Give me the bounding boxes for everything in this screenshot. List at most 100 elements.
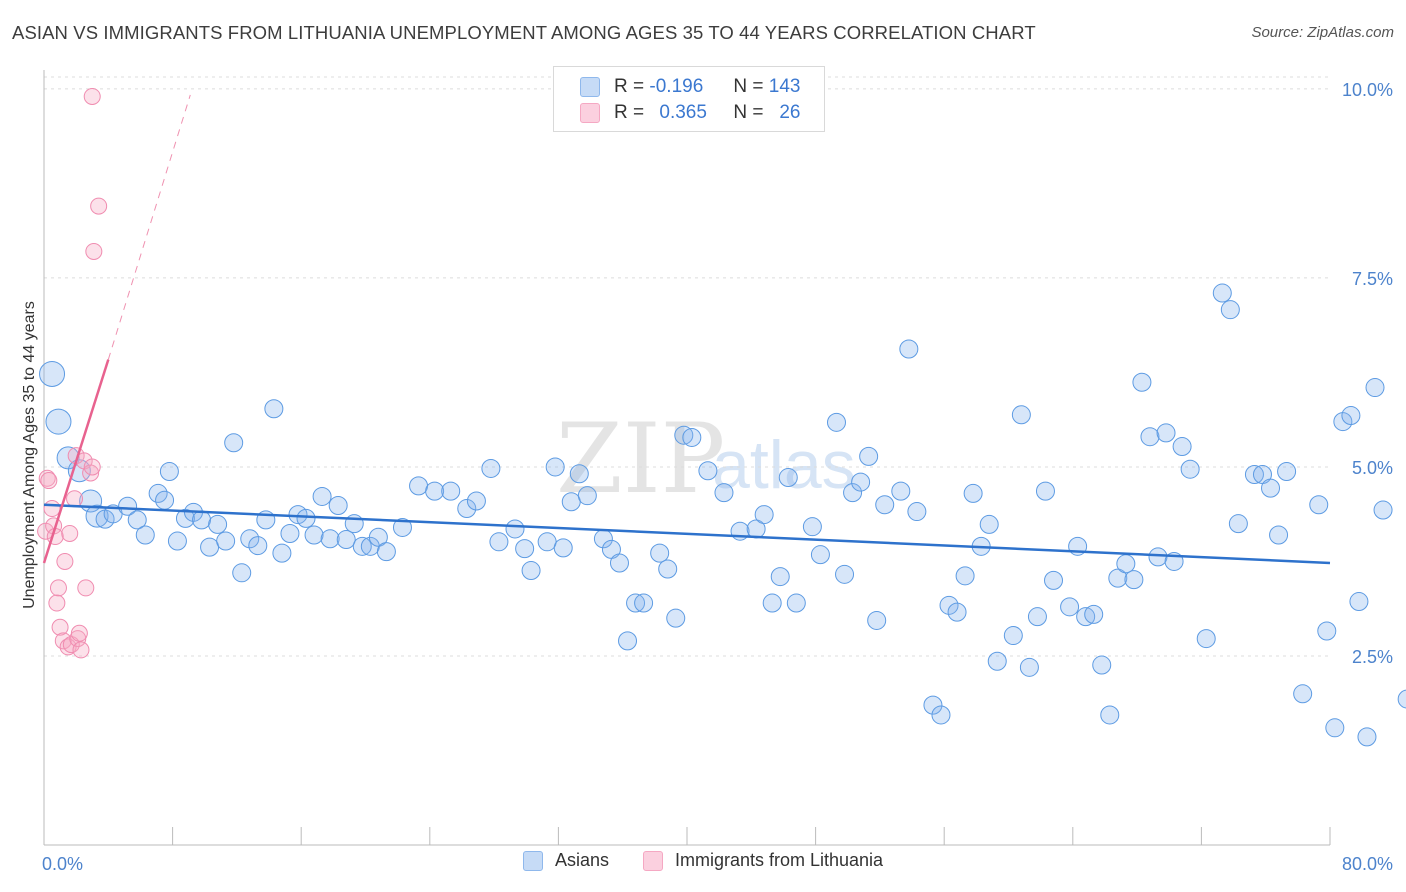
x-tick-label: 80.0% xyxy=(1342,854,1393,874)
point-asians xyxy=(505,519,525,539)
point-asians xyxy=(1325,718,1345,738)
point-asians xyxy=(1261,478,1281,498)
point-lithuania xyxy=(90,197,108,215)
point-asians xyxy=(1108,568,1128,588)
point-asians xyxy=(1132,372,1152,392)
point-asians xyxy=(802,517,822,537)
point-asians xyxy=(931,705,951,725)
legend-label-asians: Asians xyxy=(554,850,609,870)
y-tick-label: 7.5% xyxy=(1352,269,1393,289)
point-asians xyxy=(851,472,871,492)
point-lithuania xyxy=(40,472,58,490)
point-asians xyxy=(658,559,678,579)
point-asians xyxy=(1357,727,1377,747)
point-asians xyxy=(835,564,855,584)
series-lithuania xyxy=(37,87,108,659)
point-asians xyxy=(224,433,244,453)
point-asians xyxy=(376,542,396,562)
point-asians xyxy=(875,495,895,515)
point-asians xyxy=(754,505,774,525)
r-label: R = xyxy=(614,102,645,123)
point-asians xyxy=(1148,547,1168,567)
point-asians xyxy=(843,483,863,503)
point-asians xyxy=(553,538,573,558)
point-asians xyxy=(425,481,445,501)
point-asians xyxy=(545,457,565,477)
point-asians xyxy=(561,492,581,512)
point-asians xyxy=(867,610,887,630)
point-lithuania xyxy=(66,490,84,508)
watermark: ZIP atlas xyxy=(556,403,856,515)
point-asians xyxy=(280,523,300,543)
point-asians xyxy=(1373,500,1393,520)
point-asians xyxy=(577,486,597,506)
point-asians xyxy=(1220,300,1240,320)
point-asians xyxy=(352,536,372,556)
point-lithuania xyxy=(83,458,101,476)
axes xyxy=(43,70,1331,846)
point-asians xyxy=(1212,283,1232,303)
chart-title: ASIAN VS IMMIGRANTS FROM LITHUANIA UNEMP… xyxy=(12,22,1036,43)
point-asians xyxy=(1293,684,1313,704)
point-asians xyxy=(810,545,830,565)
tick-labels: 2.5% 5.0% 7.5% 10.0% 0.0% 80.0% xyxy=(42,80,1393,874)
legend-item-lithuania: Immigrants from Lithuania xyxy=(642,850,883,871)
point-asians xyxy=(770,567,790,587)
point-asians xyxy=(368,527,388,547)
point-lithuania xyxy=(83,87,101,105)
legend-row-lithuania: R = 0.365 N = 26 xyxy=(580,100,800,126)
point-asians xyxy=(304,525,324,545)
point-asians xyxy=(272,543,292,563)
point-lithuania xyxy=(48,594,66,612)
stats-legend: R = -0.196 N = 143 R = 0.365 N = 26 xyxy=(553,66,825,132)
point-asians xyxy=(264,399,284,419)
point-asians xyxy=(609,553,629,573)
legend-row-asians: R = -0.196 N = 143 xyxy=(580,74,800,100)
point-asians xyxy=(569,464,589,484)
point-asians xyxy=(1244,465,1264,485)
point-asians xyxy=(135,525,155,545)
point-lithuania xyxy=(70,624,88,642)
point-asians xyxy=(650,543,670,563)
point-asians xyxy=(634,593,654,613)
trend-line xyxy=(42,359,110,564)
y-tick-label: 5.0% xyxy=(1352,458,1393,478)
point-asians xyxy=(328,496,348,516)
point-asians xyxy=(1019,657,1039,677)
point-asians xyxy=(296,508,316,528)
point-asians xyxy=(666,608,686,628)
legend-item-asians: Asians xyxy=(522,850,609,871)
point-asians xyxy=(208,514,228,534)
point-asians xyxy=(127,510,147,530)
point-asians xyxy=(1277,461,1297,481)
r-value: -0.196 xyxy=(649,76,704,97)
point-asians xyxy=(1044,570,1064,590)
point-asians xyxy=(674,425,694,445)
point-asians xyxy=(1100,705,1120,725)
point-asians xyxy=(515,539,535,559)
point-asians xyxy=(392,517,412,537)
legend-swatch-asians xyxy=(580,77,600,97)
point-lithuania xyxy=(56,552,74,570)
x-tick-label: 0.0% xyxy=(42,854,83,874)
point-asians xyxy=(200,537,220,557)
source-label: Source: ZipAtlas.com xyxy=(1251,24,1394,41)
point-asians xyxy=(907,502,927,522)
point-asians xyxy=(1196,629,1216,649)
point-asians xyxy=(955,566,975,586)
point-asians xyxy=(192,510,212,530)
y-tick-label: 2.5% xyxy=(1352,647,1393,667)
point-asians xyxy=(1140,427,1160,447)
r-value: 0.365 xyxy=(659,102,707,123)
n-value: 143 xyxy=(768,76,801,97)
point-asians xyxy=(409,476,429,496)
n-label: N = xyxy=(733,76,764,97)
series-asians xyxy=(39,283,1406,747)
point-lithuania xyxy=(77,579,95,597)
point-asians xyxy=(987,651,1007,671)
trend-lines xyxy=(42,94,1331,565)
point-asians xyxy=(826,412,846,432)
point-asians xyxy=(155,490,175,510)
point-lithuania xyxy=(43,500,61,518)
